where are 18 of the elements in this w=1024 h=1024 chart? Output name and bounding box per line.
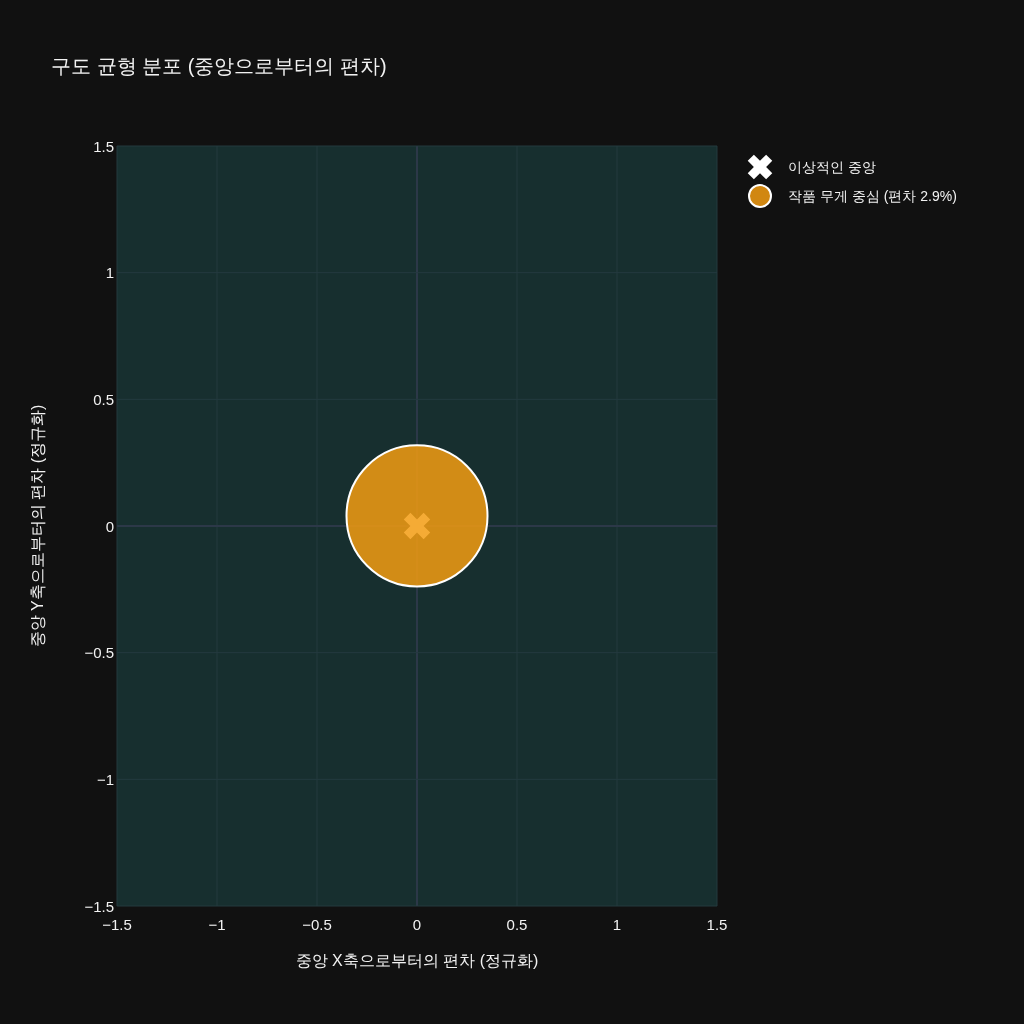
- y-axis-title: 중앙 Y축으로부터의 편차 (정규화): [28, 404, 46, 648]
- y-tick-label: 0.5: [93, 390, 114, 408]
- y-tick-label: 0: [105, 517, 114, 535]
- legend-label: 이상적인 중앙: [788, 159, 876, 175]
- y-tick-label: 1.5: [93, 137, 114, 155]
- x-tick-label: 0: [412, 915, 422, 933]
- y-tick-label: −1: [96, 770, 114, 788]
- x-tick-label: 1: [612, 915, 622, 933]
- legend-label: 작품 무게 중심 (편차 2.9%): [788, 188, 957, 204]
- y-tick-label: −1.5: [84, 897, 114, 915]
- x-tick-label: −0.5: [302, 915, 332, 933]
- x-tick-label: 0.5: [506, 915, 528, 933]
- y-tick-label: −0.5: [84, 644, 114, 662]
- y-tick-label: 1: [105, 264, 114, 282]
- x-tick-label: −1: [208, 915, 226, 933]
- chart-title: 구도 균형 분포 (중앙으로부터의 편차): [51, 55, 387, 77]
- x-tick-label: 1.5: [706, 915, 728, 933]
- x-axis-title: 중앙 X축으로부터의 편차 (정규화): [295, 951, 539, 969]
